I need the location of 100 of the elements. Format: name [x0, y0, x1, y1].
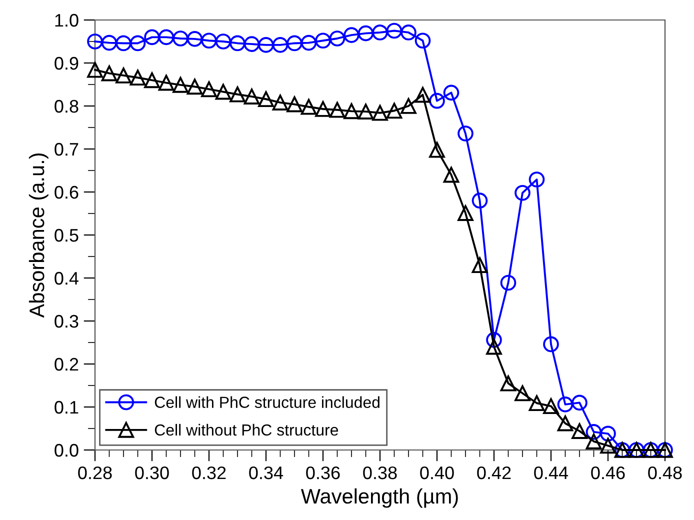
- point: [414, 86, 431, 103]
- x-tick-label: 0.46: [591, 466, 625, 480]
- point: [572, 423, 588, 439]
- x-tick-label: 0.40: [420, 466, 454, 480]
- point: [528, 172, 545, 188]
- point: [586, 433, 602, 450]
- x-tick-label: 0.44: [534, 466, 568, 480]
- point: [116, 35, 132, 52]
- point: [201, 81, 217, 98]
- y-tick-label: 0.0: [54, 444, 78, 457]
- point: [116, 68, 132, 84]
- y-axis-title: Absorbance (a.u.): [28, 153, 48, 318]
- point: [186, 31, 203, 47]
- point: [344, 27, 360, 43]
- point: [557, 415, 574, 432]
- point: [543, 336, 559, 352]
- point: [486, 332, 502, 348]
- point: [87, 34, 103, 50]
- point: [443, 84, 460, 101]
- y-tick-label: 0.2: [54, 358, 78, 371]
- x-tick-label: 0.42: [477, 466, 511, 480]
- x-tick-label: 0.38: [363, 466, 397, 480]
- point: [272, 37, 288, 53]
- legend-label: Cell without PhC structure: [154, 424, 338, 436]
- point: [315, 32, 331, 49]
- point: [315, 101, 331, 117]
- point: [215, 34, 232, 50]
- point: [472, 192, 488, 209]
- point: [372, 24, 388, 40]
- point: [286, 96, 302, 112]
- y-tick-label: 0.5: [54, 228, 78, 242]
- point: [528, 395, 545, 412]
- point: [358, 104, 374, 120]
- y-tick-label: 0.7: [54, 142, 78, 156]
- point: [429, 92, 445, 109]
- y-tick-label: 0.9: [54, 56, 78, 70]
- point: [144, 72, 160, 88]
- point: [386, 22, 402, 39]
- point: [329, 30, 346, 46]
- y-tick-label: 1.0: [55, 14, 78, 27]
- point: [572, 394, 588, 411]
- point: [429, 142, 445, 158]
- point: [329, 102, 346, 118]
- point: [372, 104, 388, 121]
- point: [87, 62, 103, 78]
- point: [258, 37, 274, 53]
- point: [101, 34, 118, 51]
- point: [472, 257, 488, 274]
- point: [186, 78, 203, 95]
- point: [543, 398, 559, 414]
- x-tick-label: 0.36: [306, 466, 340, 480]
- y-tick-label: 0.8: [54, 100, 78, 113]
- point: [358, 25, 374, 42]
- point: [230, 35, 246, 52]
- point: [172, 30, 188, 46]
- point: [386, 102, 402, 119]
- y-tick-label: 0.1: [54, 400, 78, 414]
- y-tick-label: 0.4: [54, 272, 78, 285]
- point: [144, 29, 160, 46]
- point: [443, 166, 460, 183]
- point: [500, 274, 516, 291]
- point: [300, 98, 317, 115]
- point: [158, 74, 174, 91]
- point: [514, 385, 530, 402]
- x-tick-label: 0.28: [78, 466, 112, 480]
- y-tick-label: 0.3: [54, 314, 78, 328]
- point: [158, 29, 174, 46]
- point: [101, 65, 118, 82]
- x-axis-title: Wavelength (µm): [300, 488, 458, 508]
- point: [400, 24, 416, 40]
- legend-label: Cell with PhC structure included: [154, 396, 380, 408]
- point: [600, 438, 616, 454]
- x-tick-label: 0.34: [249, 466, 284, 480]
- point: [201, 32, 217, 49]
- point: [130, 35, 146, 52]
- x-tick-label: 0.48: [648, 466, 682, 480]
- point: [486, 338, 502, 355]
- point: [244, 36, 260, 52]
- point: [344, 103, 360, 120]
- x-tick-label: 0.32: [192, 466, 226, 480]
- point: [414, 32, 431, 49]
- point: [286, 35, 302, 52]
- x-tick-label: 0.30: [135, 466, 169, 480]
- point: [272, 94, 288, 110]
- point: [130, 70, 146, 86]
- point: [244, 88, 260, 104]
- point: [215, 84, 232, 100]
- y-tick-label: 0.6: [54, 186, 78, 199]
- point: [600, 426, 616, 442]
- point: [230, 86, 246, 102]
- point: [514, 184, 530, 201]
- point: [458, 126, 474, 142]
- point: [258, 91, 274, 108]
- point: [557, 396, 574, 412]
- point: [458, 205, 474, 221]
- point: [400, 98, 416, 114]
- point: [300, 34, 317, 51]
- point: [172, 77, 188, 93]
- point: [500, 375, 516, 392]
- point: [586, 424, 602, 440]
